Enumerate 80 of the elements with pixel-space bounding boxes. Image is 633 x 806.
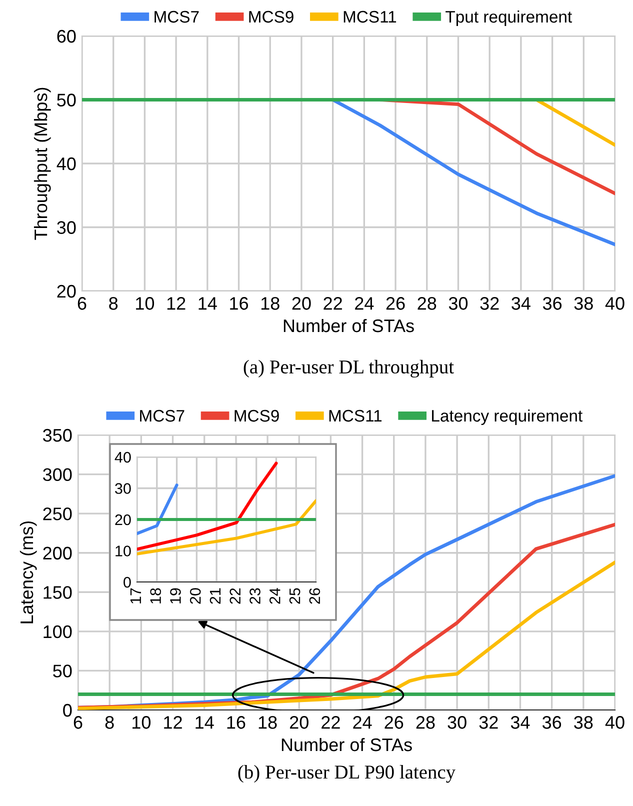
x-tick-label: 24 <box>353 716 372 729</box>
y-tick-label: 20 <box>115 514 131 526</box>
x-tick-label: 34 <box>510 716 530 729</box>
x-tick-label: 40 <box>605 716 624 729</box>
x-tick-label: 12 <box>167 297 186 310</box>
x-tick-label: 10 <box>132 716 151 729</box>
x-tick-label: 28 <box>418 297 436 310</box>
x-tick-label: 38 <box>574 716 593 729</box>
x-tick-label: 20 <box>190 588 201 604</box>
y-tick-label: 30 <box>57 221 76 234</box>
x-tick-label: 22 <box>230 588 240 604</box>
y-tick-label: 100 <box>44 625 72 638</box>
x-tick-label: 6 <box>78 297 86 310</box>
x-tick-label: 18 <box>258 716 277 729</box>
x-tick-label: 20 <box>290 716 308 729</box>
y-tick-label: 200 <box>43 546 72 560</box>
legend-label: MCS9 <box>234 410 279 422</box>
y-tick-label: 20 <box>57 284 76 298</box>
legend-label: MCS7 <box>154 10 199 23</box>
x-tick-label: 6 <box>74 716 82 729</box>
x-tick-label: 36 <box>542 297 562 310</box>
x-tick-label: 19 <box>170 588 181 604</box>
y-tick-label: 50 <box>57 94 76 106</box>
x-tick-label: 18 <box>261 297 280 310</box>
y-tick-label: 300 <box>43 468 72 482</box>
x-tick-label: 26 <box>384 716 404 729</box>
x-tick-label: 36 <box>542 716 562 729</box>
x-tick-label: 25 <box>289 588 300 604</box>
y-tick-label: 0 <box>63 704 72 717</box>
x-tick-label: 32 <box>479 716 498 729</box>
x-tick-label: 26 <box>386 297 405 310</box>
legend-label: MCS11 <box>344 10 396 23</box>
x-axis-title: Number of STAs <box>282 738 412 752</box>
x-tick-label: 18 <box>150 588 161 604</box>
x-tick-label: 17 <box>130 588 141 604</box>
y-tick-label: 40 <box>114 452 131 463</box>
text: (a) Per-user DL throughput <box>244 360 454 378</box>
y-tick-label: 150 <box>44 586 72 599</box>
y-axis-title: Throughput (Mbps) <box>34 88 51 240</box>
x-tick-label: 8 <box>105 716 114 729</box>
x-tick-label: 20 <box>292 297 311 310</box>
x-tick-label: 16 <box>227 716 246 729</box>
y-axis-title: Latency (ms) <box>20 521 37 624</box>
x-tick-label: 23 <box>250 588 260 604</box>
y-tick-label: 30 <box>115 483 131 494</box>
x-tick-label: 30 <box>448 297 468 310</box>
x-axis-title: Number of STAs <box>284 318 414 332</box>
x-tick-label: 38 <box>574 297 593 310</box>
x-tick-label: 14 <box>196 716 214 729</box>
y-tick-label: 40 <box>56 157 76 170</box>
legend-label: MCS7 <box>140 410 184 422</box>
x-tick-label: 22 <box>322 716 340 729</box>
line-series <box>137 499 316 556</box>
x-tick-label: 32 <box>480 297 499 310</box>
x-tick-label: 40 <box>605 297 624 310</box>
x-tick-label: 16 <box>230 297 248 310</box>
x-tick-label: 14 <box>198 297 217 310</box>
line-series <box>137 462 278 551</box>
x-tick-label: 26 <box>309 588 320 604</box>
text: (b) Per-user DL P90 latency <box>238 765 456 783</box>
legend-label: MCS9 <box>249 10 294 23</box>
x-tick-label: 22 <box>324 297 342 310</box>
x-tick-label: 34 <box>512 297 530 310</box>
legend-label: Tput requirement <box>446 10 572 26</box>
x-tick-label: 10 <box>136 297 154 310</box>
y-tick-label: 50 <box>53 664 72 678</box>
y-tick-label: 60 <box>57 30 76 43</box>
x-tick-label: 8 <box>109 297 118 310</box>
y-tick-label: 350 <box>43 428 72 442</box>
legend-label: MCS11 <box>329 410 382 422</box>
x-tick-label: 28 <box>416 716 435 729</box>
x-tick-label: 30 <box>448 716 466 729</box>
y-tick-label: 0 <box>124 576 131 588</box>
x-tick-label: 21 <box>210 588 221 604</box>
x-tick-label: 12 <box>164 716 182 729</box>
x-tick-label: 24 <box>270 588 280 604</box>
legend-label: Latency requirement <box>432 409 582 425</box>
x-tick-label: 24 <box>355 297 374 310</box>
y-tick-label: 250 <box>43 508 72 520</box>
y-tick-label: 10 <box>116 546 131 556</box>
